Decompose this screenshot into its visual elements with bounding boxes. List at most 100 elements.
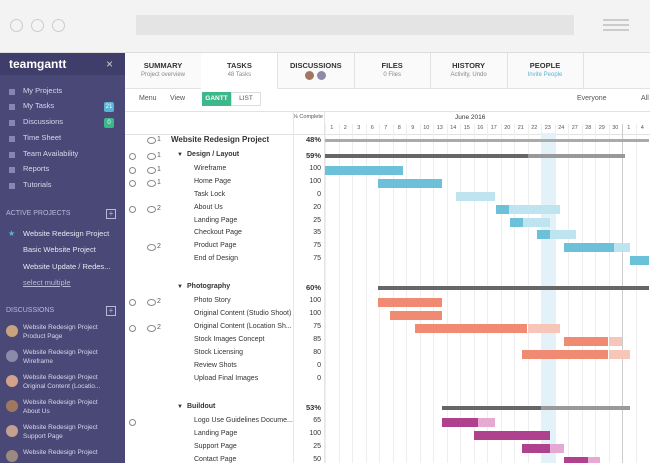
add-button[interactable]: + [106,306,116,316]
gantt-bar[interactable] [325,154,528,158]
task-name[interactable]: About Us [194,204,223,211]
discussion-item[interactable]: Product Page [23,333,63,340]
nav-item[interactable]: Team Availability [23,149,79,158]
gantt-bar[interactable] [509,217,524,227]
nav-item[interactable]: Discussions [23,117,64,126]
gantt-bar[interactable] [563,456,589,463]
gantt-bar[interactable] [415,323,528,333]
comment-icon[interactable] [147,325,156,332]
gantt-bar[interactable] [608,336,622,346]
gantt-bar[interactable] [527,154,625,158]
nav-item[interactable]: My Projects [23,86,63,95]
gantt-bar[interactable] [527,323,560,333]
add-button[interactable]: + [106,209,116,219]
gantt-bar[interactable] [550,443,564,453]
task-name[interactable]: Original Content (Location Sh... [194,323,292,330]
project-item[interactable]: Basic Website Project [23,245,96,255]
expand-arrow[interactable]: ▼ [177,404,183,410]
discussion-project[interactable]: Website Redesign Project [23,324,98,331]
task-name[interactable]: Review Shots [194,362,237,369]
nav-item[interactable]: Time Sheet [23,133,62,142]
gantt-bar[interactable] [508,204,560,214]
discussion-project[interactable]: Website Redesign Project [23,374,98,381]
group-name[interactable]: Design / Layout [187,151,240,158]
gantt-bar[interactable] [442,417,478,427]
address-bar[interactable] [136,15,574,35]
expand-arrow[interactable]: ▼ [177,284,183,290]
tab[interactable]: PEOPLE Invite People [507,53,584,88]
task-name[interactable]: Landing Page [194,217,238,224]
comment-icon[interactable] [147,299,156,306]
task-name[interactable]: Product Page [194,242,237,249]
gantt-bar[interactable] [455,191,496,201]
task-name[interactable]: Photo Story [194,297,231,304]
gantt-bar[interactable] [389,310,443,320]
task-name[interactable]: Support Page [194,443,237,450]
group-name[interactable]: Buildout [187,403,216,410]
gantt-bar[interactable] [377,286,649,290]
everyone-dropdown[interactable]: Everyone [577,95,607,102]
group-name[interactable]: Photography [187,283,231,290]
gantt-bar[interactable] [325,138,649,142]
comment-icon[interactable] [147,244,156,251]
group-name[interactable]: Website Redesign Project [171,135,270,144]
close-button[interactable]: × [106,57,114,71]
gantt-bar[interactable] [522,443,551,453]
tab[interactable]: HISTORY Activity, Undo [431,53,508,88]
comment-icon[interactable] [147,206,156,213]
gantt-bar[interactable] [325,165,404,175]
project-item[interactable]: Website Redesign Project [23,229,110,238]
window-button[interactable] [10,19,23,32]
comment-icon[interactable] [147,167,156,174]
nav-item[interactable]: Reports [23,164,50,173]
discussion-item[interactable]: About Us [23,408,50,415]
tab[interactable]: TASKS 48 Tasks [201,53,279,89]
window-button[interactable] [31,19,44,32]
gantt-bar[interactable] [541,406,631,410]
gantt-bar[interactable] [473,430,551,440]
list-button[interactable]: LIST [231,92,261,106]
task-name[interactable]: Contact Page [194,456,237,463]
task-name[interactable]: Landing Page [194,430,238,437]
gantt-bar[interactable] [496,204,509,214]
gantt-bar[interactable] [477,417,496,427]
task-name[interactable]: Upload Final Images [194,375,259,382]
gantt-bar[interactable] [630,255,649,265]
gantt-button[interactable]: GANTT [202,92,231,106]
discussion-project[interactable]: Website Redesign Project [23,349,98,356]
task-name[interactable]: Stock Licensing [194,349,244,356]
comment-icon[interactable] [147,137,156,144]
task-name[interactable]: Task Lock [194,191,226,198]
discussion-project[interactable]: Website Redesign Project [23,399,98,406]
window-button[interactable] [52,19,65,32]
comment-icon[interactable] [147,180,156,187]
gantt-bar[interactable] [536,229,551,239]
gantt-bar[interactable] [563,242,614,252]
gantt-bar[interactable] [608,349,631,359]
tab[interactable]: DISCUSSIONS [278,53,355,88]
project-item[interactable]: Website Update / Redes... [23,261,111,271]
gantt-bar[interactable] [377,297,443,307]
nav-item[interactable]: My Tasks [23,101,55,110]
discussion-item[interactable]: Wireframe [23,358,53,365]
expand-arrow[interactable]: ▼ [177,152,183,158]
task-name[interactable]: Original Content (Studio Shoot) [194,310,292,317]
all-dropdown[interactable]: All [641,95,649,102]
nav-item[interactable]: Tutorials [23,180,52,189]
tab[interactable]: SUMMARY Project overview [125,53,202,88]
gantt-bar[interactable] [377,178,443,188]
discussion-item[interactable]: Support Page [23,433,63,440]
task-name[interactable]: Wireframe [194,165,227,172]
task-name[interactable]: Home Page [194,178,231,185]
gantt-bar[interactable] [563,336,609,346]
gantt-bar[interactable] [442,406,541,410]
task-name[interactable]: End of Design [194,255,238,262]
gantt-bar[interactable] [522,349,609,359]
gantt-bar[interactable] [588,456,601,463]
task-name[interactable]: Stock Images Concept [194,336,265,343]
discussion-item[interactable]: Original Content (Locatio... [23,383,101,390]
menu-icon[interactable] [603,19,629,21]
discussion-project[interactable]: Website Redesign Project [23,424,98,431]
task-name[interactable]: Logo Use Guidelines Docume... [194,417,293,424]
discussion-project[interactable]: Website Redesign Project [23,449,98,456]
